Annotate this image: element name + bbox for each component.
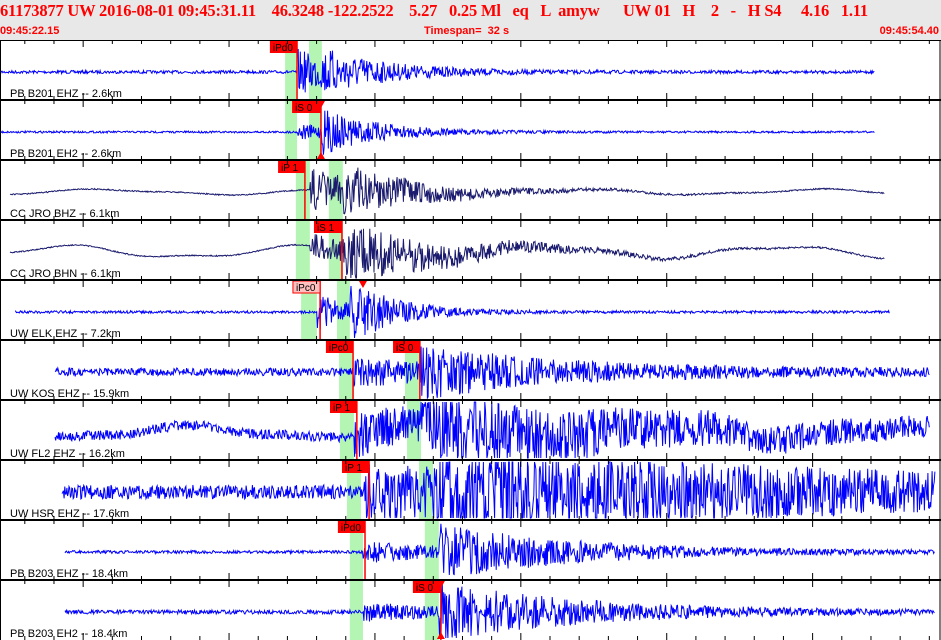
pick-flag[interactable] <box>292 101 321 113</box>
predicted-s-marker-icon <box>358 281 367 288</box>
trace-panel-9[interactable]: iS 0 PB B203 EH2 -- 18.4km <box>0 579 941 640</box>
trace-panel-4[interactable]: iPc0 UW ELK EHZ -- 7.2km <box>0 279 941 340</box>
pick-label: iS 1 <box>317 223 335 234</box>
trace-panel-5[interactable]: iPc0 iS 0 UW KOS EHZ -- 15.9km <box>0 339 941 400</box>
pick-flag[interactable] <box>330 401 357 413</box>
pick-marker-top-icon <box>316 101 325 108</box>
timespan-label: Timespan= 32 s <box>424 25 510 37</box>
trace-panel-1[interactable]: iS 0 PB B201 EH2 -- 2.6km <box>0 99 941 160</box>
trace-panel-7[interactable]: iP 1 UW HSR EHZ -- 17.6km <box>0 459 941 520</box>
predicted-window <box>285 40 298 100</box>
station-label: UW HSR EHZ -- 17.6km <box>10 508 129 520</box>
trace-panel-8[interactable]: iPd0 PB B203 EHZ -- 18.4km <box>0 519 941 580</box>
pick-marker-bottom-icon <box>436 632 445 639</box>
pick-label: iP 1 <box>333 403 350 414</box>
waveform-trace <box>0 110 875 155</box>
pick-flag[interactable] <box>278 161 305 173</box>
waveform-trace <box>54 401 930 459</box>
predicted-window <box>349 580 363 640</box>
pick-label: iS 0 <box>416 583 434 594</box>
waveform-trace <box>14 285 890 339</box>
pick-label: iPd0 <box>273 43 293 54</box>
station-label: UW FL2 EHZ -- 16.2km <box>10 448 125 460</box>
waveform-trace <box>64 582 935 639</box>
predicted-window <box>285 100 298 160</box>
trace-panel-3[interactable]: iS 1 CC JRO BHN -- 6.1km <box>0 219 941 280</box>
waveform-trace <box>54 346 930 400</box>
waveform-trace <box>9 228 885 279</box>
station-label: UW ELK EHZ -- 7.2km <box>10 328 121 340</box>
station-label: PB B201 EHZ -- 2.6km <box>10 88 122 100</box>
station-label: UW KOS EHZ -- 15.9km <box>10 388 129 400</box>
pick-marker-top-icon <box>436 581 445 588</box>
pick-label: iS 0 <box>295 103 313 114</box>
pick-label: iPd0 <box>341 523 361 534</box>
pick-flag[interactable] <box>313 221 342 233</box>
station-label: PB B201 EH2 -- 2.6km <box>10 148 121 160</box>
seismogram-panels[interactable]: iPd0 PB B201 EHZ -- 2.6km iS 0 PB B201 EH2 … <box>0 40 941 640</box>
pick-flag[interactable] <box>325 341 354 353</box>
pick-flag[interactable] <box>341 461 370 473</box>
station-label: CC JRO BHN -- 6.1km <box>10 268 121 280</box>
trace-panel-2[interactable]: iP 1 CC JRO BHZ -- 6.1km <box>0 159 941 220</box>
pick-label: iS 0 <box>396 343 414 354</box>
pick-flag[interactable] <box>269 41 298 53</box>
pick-marker-bottom-icon <box>316 152 325 159</box>
pick-flag[interactable] <box>393 341 420 353</box>
waveform-trace <box>9 167 885 215</box>
waveform-trace <box>61 461 936 520</box>
station-label: PB B203 EH2 -- 18.4km <box>10 628 127 640</box>
predicted-window <box>339 400 354 460</box>
station-label: PB B203 EHZ -- 18.4km <box>10 568 128 580</box>
station-label: CC JRO BHZ -- 6.1km <box>10 208 119 220</box>
predicted-window <box>301 280 317 340</box>
pick-flag[interactable] <box>337 521 366 533</box>
pick-label: iP 1 <box>345 463 362 474</box>
event-header: 61173877 UW 2016-08-01 09:45:31.11 46.32… <box>0 0 941 40</box>
window-end-time: 09:45:54.40 <box>879 25 939 37</box>
event-summary: 61173877 UW 2016-08-01 09:45:31.11 46.32… <box>0 1 868 20</box>
waveform-trace <box>0 48 875 93</box>
pick-label: iPc0 <box>329 343 349 354</box>
pick-label: iPc0 <box>296 283 316 294</box>
predicted-window <box>349 520 363 580</box>
pick-flag[interactable] <box>412 581 441 593</box>
waveform-trace <box>64 523 935 576</box>
trace-panel-0[interactable]: iPd0 PB B201 EHZ -- 2.6km <box>0 40 941 100</box>
predicted-window <box>295 220 310 280</box>
pick-label: iP 1 <box>281 163 298 174</box>
trace-panel-6[interactable]: iP 1 UW FL2 EHZ -- 16.2km <box>0 399 941 460</box>
window-start-time: 09:45:22.15 <box>0 25 60 37</box>
